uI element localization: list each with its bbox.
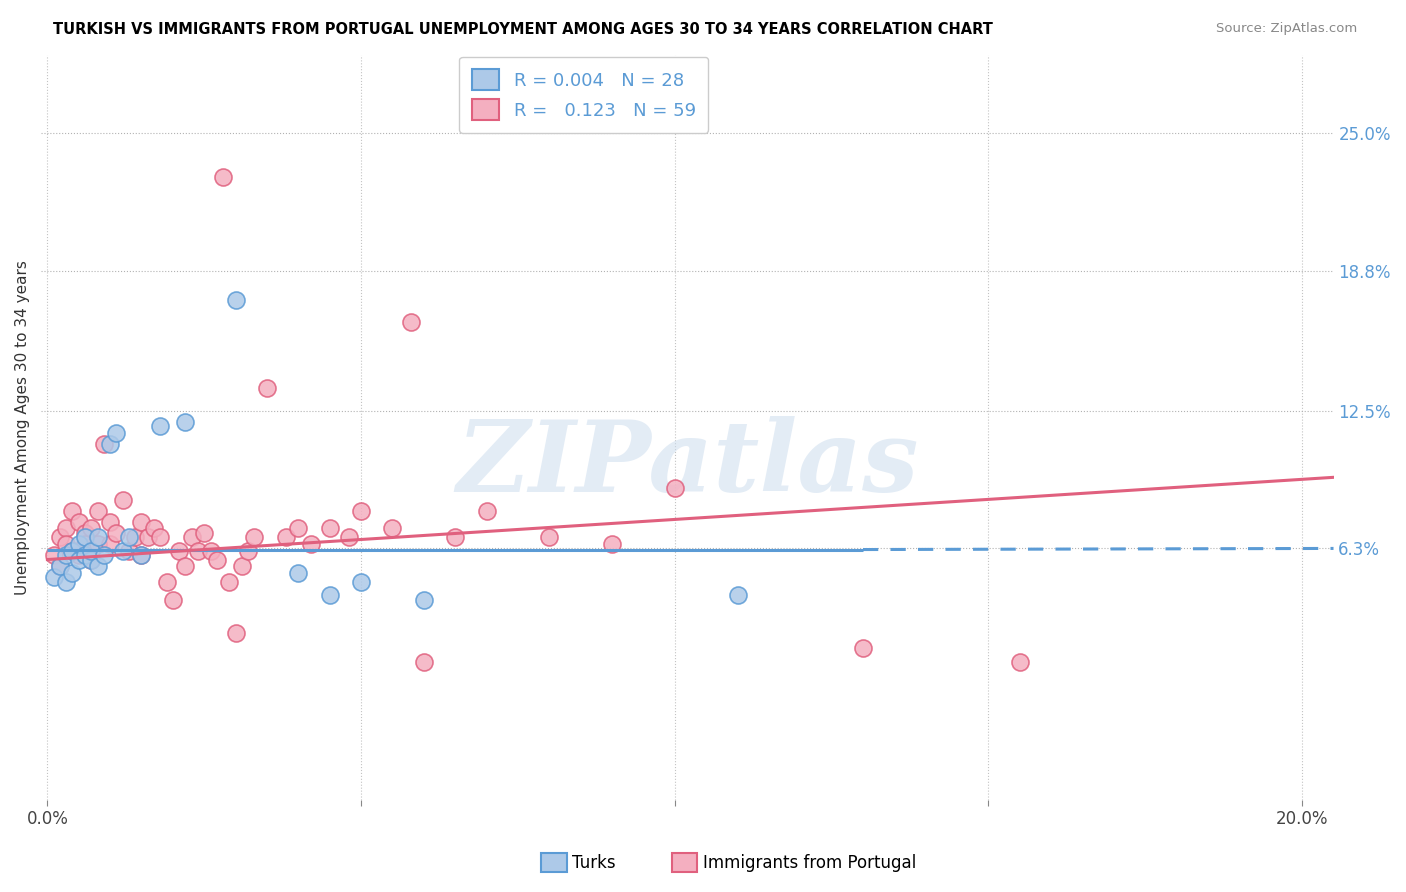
Point xyxy=(337,530,360,544)
Point xyxy=(49,559,72,574)
Point xyxy=(299,537,322,551)
Point xyxy=(42,570,65,584)
Point xyxy=(205,552,228,566)
Point xyxy=(852,641,875,656)
Point xyxy=(98,437,121,451)
Point xyxy=(200,543,222,558)
Point xyxy=(86,530,108,544)
Point xyxy=(664,482,686,496)
Point xyxy=(86,537,108,551)
Point xyxy=(67,552,90,566)
Point xyxy=(318,588,340,602)
Point xyxy=(67,515,90,529)
Point xyxy=(212,170,235,185)
Point xyxy=(80,543,103,558)
Point xyxy=(162,592,184,607)
Point xyxy=(274,530,297,544)
Text: ZIPatlas: ZIPatlas xyxy=(456,417,918,513)
Point xyxy=(256,381,278,395)
Point xyxy=(287,521,309,535)
Point xyxy=(538,530,561,544)
Point xyxy=(55,537,77,551)
Text: Turks: Turks xyxy=(572,855,616,872)
Point xyxy=(143,521,166,535)
Point xyxy=(243,530,266,544)
Point xyxy=(475,503,498,517)
Point xyxy=(62,566,84,580)
Point xyxy=(174,559,197,574)
Point xyxy=(118,543,141,558)
Point xyxy=(93,548,115,562)
Point xyxy=(149,419,172,434)
Point xyxy=(105,425,128,440)
Point xyxy=(600,537,623,551)
Point xyxy=(136,530,159,544)
Point xyxy=(167,543,190,558)
Point xyxy=(131,548,153,562)
Point xyxy=(381,521,404,535)
Point xyxy=(86,503,108,517)
Point xyxy=(225,625,247,640)
Point xyxy=(67,548,90,562)
Point xyxy=(118,530,141,544)
Point xyxy=(42,548,65,562)
Legend: R = 0.004   N = 28, R =   0.123   N = 59: R = 0.004 N = 28, R = 0.123 N = 59 xyxy=(460,57,709,133)
Point xyxy=(149,530,172,544)
Point xyxy=(287,566,309,580)
Point xyxy=(225,293,247,307)
Point xyxy=(86,559,108,574)
Point xyxy=(67,537,90,551)
Point xyxy=(231,559,253,574)
Point xyxy=(131,515,153,529)
Point xyxy=(98,515,121,529)
Point xyxy=(111,492,134,507)
Point xyxy=(73,525,96,540)
Point xyxy=(444,530,467,544)
Point xyxy=(350,503,373,517)
Point xyxy=(124,530,146,544)
Point xyxy=(412,655,434,669)
Text: Immigrants from Portugal: Immigrants from Portugal xyxy=(703,855,917,872)
Point xyxy=(105,525,128,540)
Point xyxy=(318,521,340,535)
Point xyxy=(80,552,103,566)
Point xyxy=(727,588,749,602)
Point xyxy=(55,548,77,562)
Point xyxy=(236,543,259,558)
Point xyxy=(62,543,84,558)
Point xyxy=(73,537,96,551)
Point xyxy=(187,543,209,558)
Point xyxy=(80,521,103,535)
Point xyxy=(62,543,84,558)
Point xyxy=(73,530,96,544)
Y-axis label: Unemployment Among Ages 30 to 34 years: Unemployment Among Ages 30 to 34 years xyxy=(15,260,30,595)
Text: Source: ZipAtlas.com: Source: ZipAtlas.com xyxy=(1216,22,1357,36)
Point xyxy=(55,574,77,589)
Point xyxy=(111,543,134,558)
Point xyxy=(62,503,84,517)
Text: TURKISH VS IMMIGRANTS FROM PORTUGAL UNEMPLOYMENT AMONG AGES 30 TO 34 YEARS CORRE: TURKISH VS IMMIGRANTS FROM PORTUGAL UNEM… xyxy=(53,22,993,37)
Point xyxy=(49,530,72,544)
Point xyxy=(412,592,434,607)
Point xyxy=(49,559,72,574)
Point xyxy=(131,548,153,562)
Point xyxy=(98,537,121,551)
Point xyxy=(193,525,215,540)
Point xyxy=(401,315,423,329)
Point xyxy=(180,530,202,544)
Point xyxy=(155,574,177,589)
Point xyxy=(93,437,115,451)
Point xyxy=(350,574,373,589)
Point xyxy=(73,548,96,562)
Point xyxy=(1008,655,1031,669)
Point xyxy=(218,574,240,589)
Point xyxy=(80,552,103,566)
Point xyxy=(55,521,77,535)
Point xyxy=(174,415,197,429)
